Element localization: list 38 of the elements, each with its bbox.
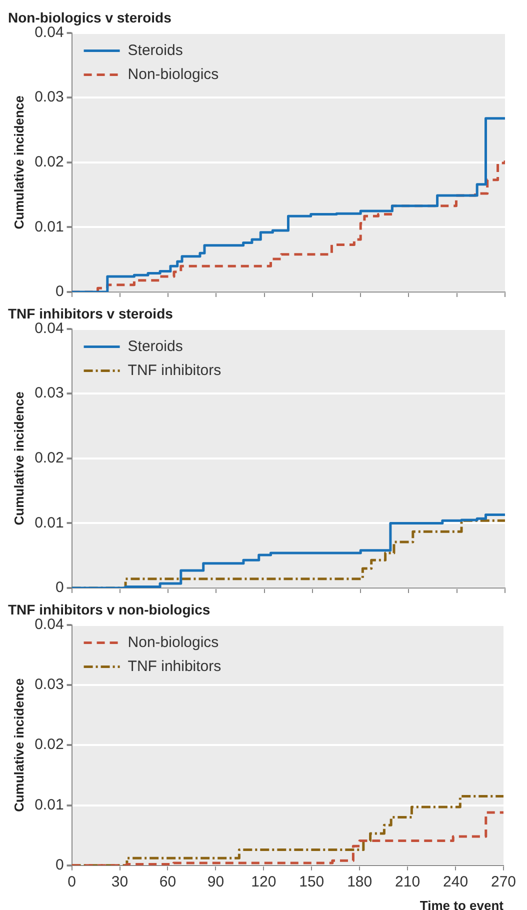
legend-label: Steroids (128, 338, 183, 355)
x-tick-label: 120 (251, 874, 276, 891)
y-tick-label: 0.04 (34, 24, 64, 41)
chart-title: TNF inhibitors v non-biologics (8, 601, 210, 618)
y-tick-label: 0.01 (34, 796, 64, 814)
y-tick-label: 0.03 (34, 676, 64, 694)
y-tick-label: 0.04 (34, 616, 64, 633)
y-tick-label: 0 (55, 856, 64, 874)
y-axis-title: Cumulative incidence (11, 678, 26, 812)
x-axis-title: Time to event (420, 898, 504, 910)
y-tick-label: 0.03 (34, 384, 64, 402)
y-tick-label: 0.02 (34, 736, 64, 754)
x-tick-label: 180 (347, 874, 372, 891)
x-tick-label: 0 (68, 874, 76, 891)
x-tick-label: 240 (443, 874, 468, 891)
y-tick-label: 0 (55, 579, 64, 596)
legend-label: TNF inhibitors (128, 362, 222, 379)
y-tick-label: 0.03 (34, 88, 64, 106)
x-tick-label: 30 (111, 874, 128, 891)
legend-label: TNF inhibitors (128, 658, 222, 675)
chart-title: TNF inhibitors v steroids (8, 305, 174, 322)
y-axis-title: Cumulative incidence (11, 392, 26, 526)
y-tick-label: 0.02 (34, 450, 64, 467)
legend-label: Steroids (128, 42, 183, 59)
x-tick-label: 150 (299, 874, 324, 891)
chart-title: Non-biologics v steroids (8, 9, 172, 26)
x-tick-label: 210 (395, 874, 420, 891)
y-axis-title: Cumulative incidence (11, 96, 26, 230)
legend-label: Non-biologics (128, 634, 219, 651)
y-tick-label: 0.01 (34, 514, 64, 532)
y-tick-label: 0.01 (34, 218, 64, 236)
y-tick-label: 0 (55, 283, 64, 300)
x-tick-label: 90 (207, 874, 224, 891)
y-tick-label: 0.04 (34, 320, 64, 337)
x-tick-label: 270 (490, 874, 516, 891)
legend-label: Non-biologics (128, 66, 219, 83)
x-tick-label: 60 (159, 874, 176, 891)
y-tick-label: 0.02 (34, 154, 64, 171)
